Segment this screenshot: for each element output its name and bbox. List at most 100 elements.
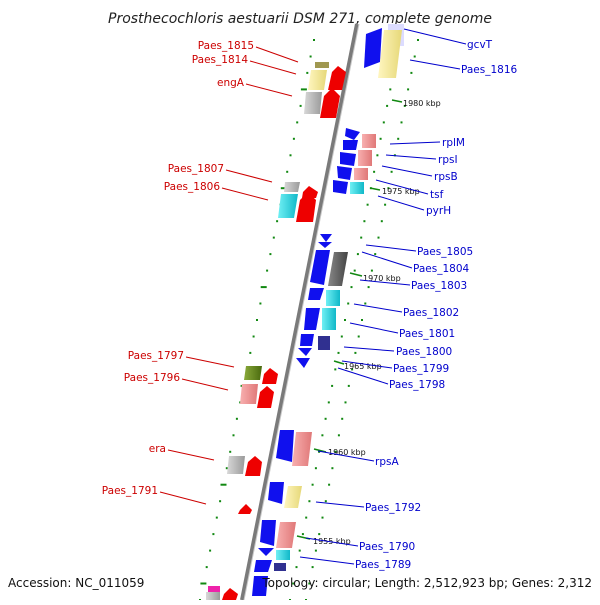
gene-label[interactable]: rpsB <box>434 171 458 183</box>
guide-dot <box>220 483 227 486</box>
gene-block <box>315 62 329 68</box>
guide-dot <box>232 434 235 437</box>
kbp-marker: 1975 kbp <box>382 187 420 196</box>
gene-label[interactable]: Paes_1789 <box>355 559 411 571</box>
guide-dot <box>328 483 331 486</box>
leader-lines <box>159 28 467 565</box>
gene-block <box>322 308 336 330</box>
kbp-markers: 1980 kbp 1975 kbp 1970 kbp 1965 kbp 1960… <box>296 99 441 546</box>
guide-dot <box>347 384 350 387</box>
gene-arrow <box>262 368 278 384</box>
gene-label[interactable]: Paes_1807 <box>168 163 224 175</box>
gene-label[interactable]: engA <box>217 77 245 89</box>
gene-label[interactable]: Paes_1816 <box>461 64 518 76</box>
guide-dot <box>289 154 292 157</box>
guide-dot <box>324 500 327 503</box>
guide-dot <box>269 253 272 256</box>
gene-label[interactable]: Paes_1798 <box>389 379 445 391</box>
guide-dot <box>296 121 299 124</box>
guide-dot <box>366 203 369 206</box>
gene-arrow <box>345 128 360 140</box>
guide-dot <box>280 187 287 190</box>
gene-label[interactable]: Paes_1805 <box>417 246 473 258</box>
gene-block <box>274 563 286 571</box>
gene-label[interactable]: Paes_1804 <box>413 263 470 275</box>
guide-dot <box>209 549 212 552</box>
gene-arrow <box>258 548 274 556</box>
left-labels: Paes_1815 Paes_1814 engA Paes_1807 Paes_… <box>102 40 254 497</box>
guide-dot <box>314 549 317 552</box>
gene-label[interactable]: rpsI <box>438 154 458 166</box>
guide-dot <box>309 55 312 58</box>
guide-dot <box>373 170 376 173</box>
gene-label[interactable]: Paes_1792 <box>365 502 421 514</box>
gene-label[interactable]: Paes_1803 <box>411 280 467 292</box>
gene-label[interactable]: Paes_1806 <box>164 181 221 193</box>
gene-block <box>206 592 220 600</box>
gene-label[interactable]: pyrH <box>426 205 451 217</box>
guide-dot <box>337 434 340 437</box>
gene-label[interactable]: Paes_1796 <box>124 372 181 384</box>
guide-dot <box>212 533 215 536</box>
gene-block <box>292 432 312 466</box>
guide-dot <box>298 549 301 552</box>
gene-block <box>304 92 322 114</box>
gene-block <box>208 586 220 592</box>
gene-label[interactable]: Paes_1799 <box>393 363 449 375</box>
gene-arrow <box>337 166 352 180</box>
gene-block <box>350 182 364 194</box>
guide-dot <box>272 236 275 239</box>
gene-label[interactable]: era <box>149 443 166 455</box>
gene-label[interactable]: tsf <box>430 189 444 201</box>
gene-block <box>318 336 330 350</box>
gene-label[interactable]: Paes_1791 <box>102 485 158 497</box>
gene-arrow <box>328 66 346 90</box>
gene-block <box>378 30 402 78</box>
gene-label[interactable]: Paes_1802 <box>403 307 459 319</box>
guide-dot <box>387 187 390 190</box>
gene-block <box>244 366 262 380</box>
gene-label[interactable]: Paes_1814 <box>192 54 249 66</box>
guide-dot <box>374 253 377 256</box>
gene-block <box>284 182 300 192</box>
gene-arrow <box>238 504 252 514</box>
guide-dot <box>219 500 222 503</box>
guide-dot <box>403 104 406 107</box>
gene-arrow <box>276 430 294 462</box>
gene-block <box>358 150 372 166</box>
guide-dot <box>413 55 416 58</box>
guide-dot <box>215 516 218 519</box>
kbp-marker: 1970 kbp <box>363 274 401 283</box>
guide-dot <box>380 220 383 223</box>
genome-backbone-highlight <box>243 23 360 601</box>
guide-dot <box>252 335 255 338</box>
kbp-marker: 1980 kbp <box>403 99 441 108</box>
guide-dot <box>386 104 389 107</box>
gene-block <box>362 134 376 148</box>
guide-dot <box>364 302 367 305</box>
guide-dot <box>205 566 208 569</box>
gene-label[interactable]: Paes_1797 <box>128 350 184 362</box>
gene-label[interactable]: Paes_1790 <box>359 541 415 553</box>
gene-label[interactable]: Paes_1800 <box>396 346 452 358</box>
guide-dot <box>314 467 317 470</box>
gene-label[interactable]: rpsA <box>375 456 399 468</box>
guide-dot <box>321 516 324 519</box>
gene-label[interactable]: Paes_1801 <box>399 328 455 340</box>
guide-dot <box>334 368 337 371</box>
gene-label[interactable]: rplM <box>442 137 465 149</box>
guide-dot <box>260 286 267 289</box>
guide-dot <box>341 417 344 420</box>
gene-label[interactable]: Paes_1815 <box>198 40 254 52</box>
guide-dot <box>344 401 347 404</box>
guide-dot <box>389 88 392 91</box>
gene-block <box>227 456 245 474</box>
guide-dot <box>266 269 269 272</box>
gene-arrow <box>222 588 238 600</box>
gene-label[interactable]: gcvT <box>467 39 493 51</box>
guide-dot <box>249 351 252 354</box>
guide-dot <box>379 137 382 140</box>
guide-dot <box>337 351 340 354</box>
guide-dot <box>376 154 379 157</box>
